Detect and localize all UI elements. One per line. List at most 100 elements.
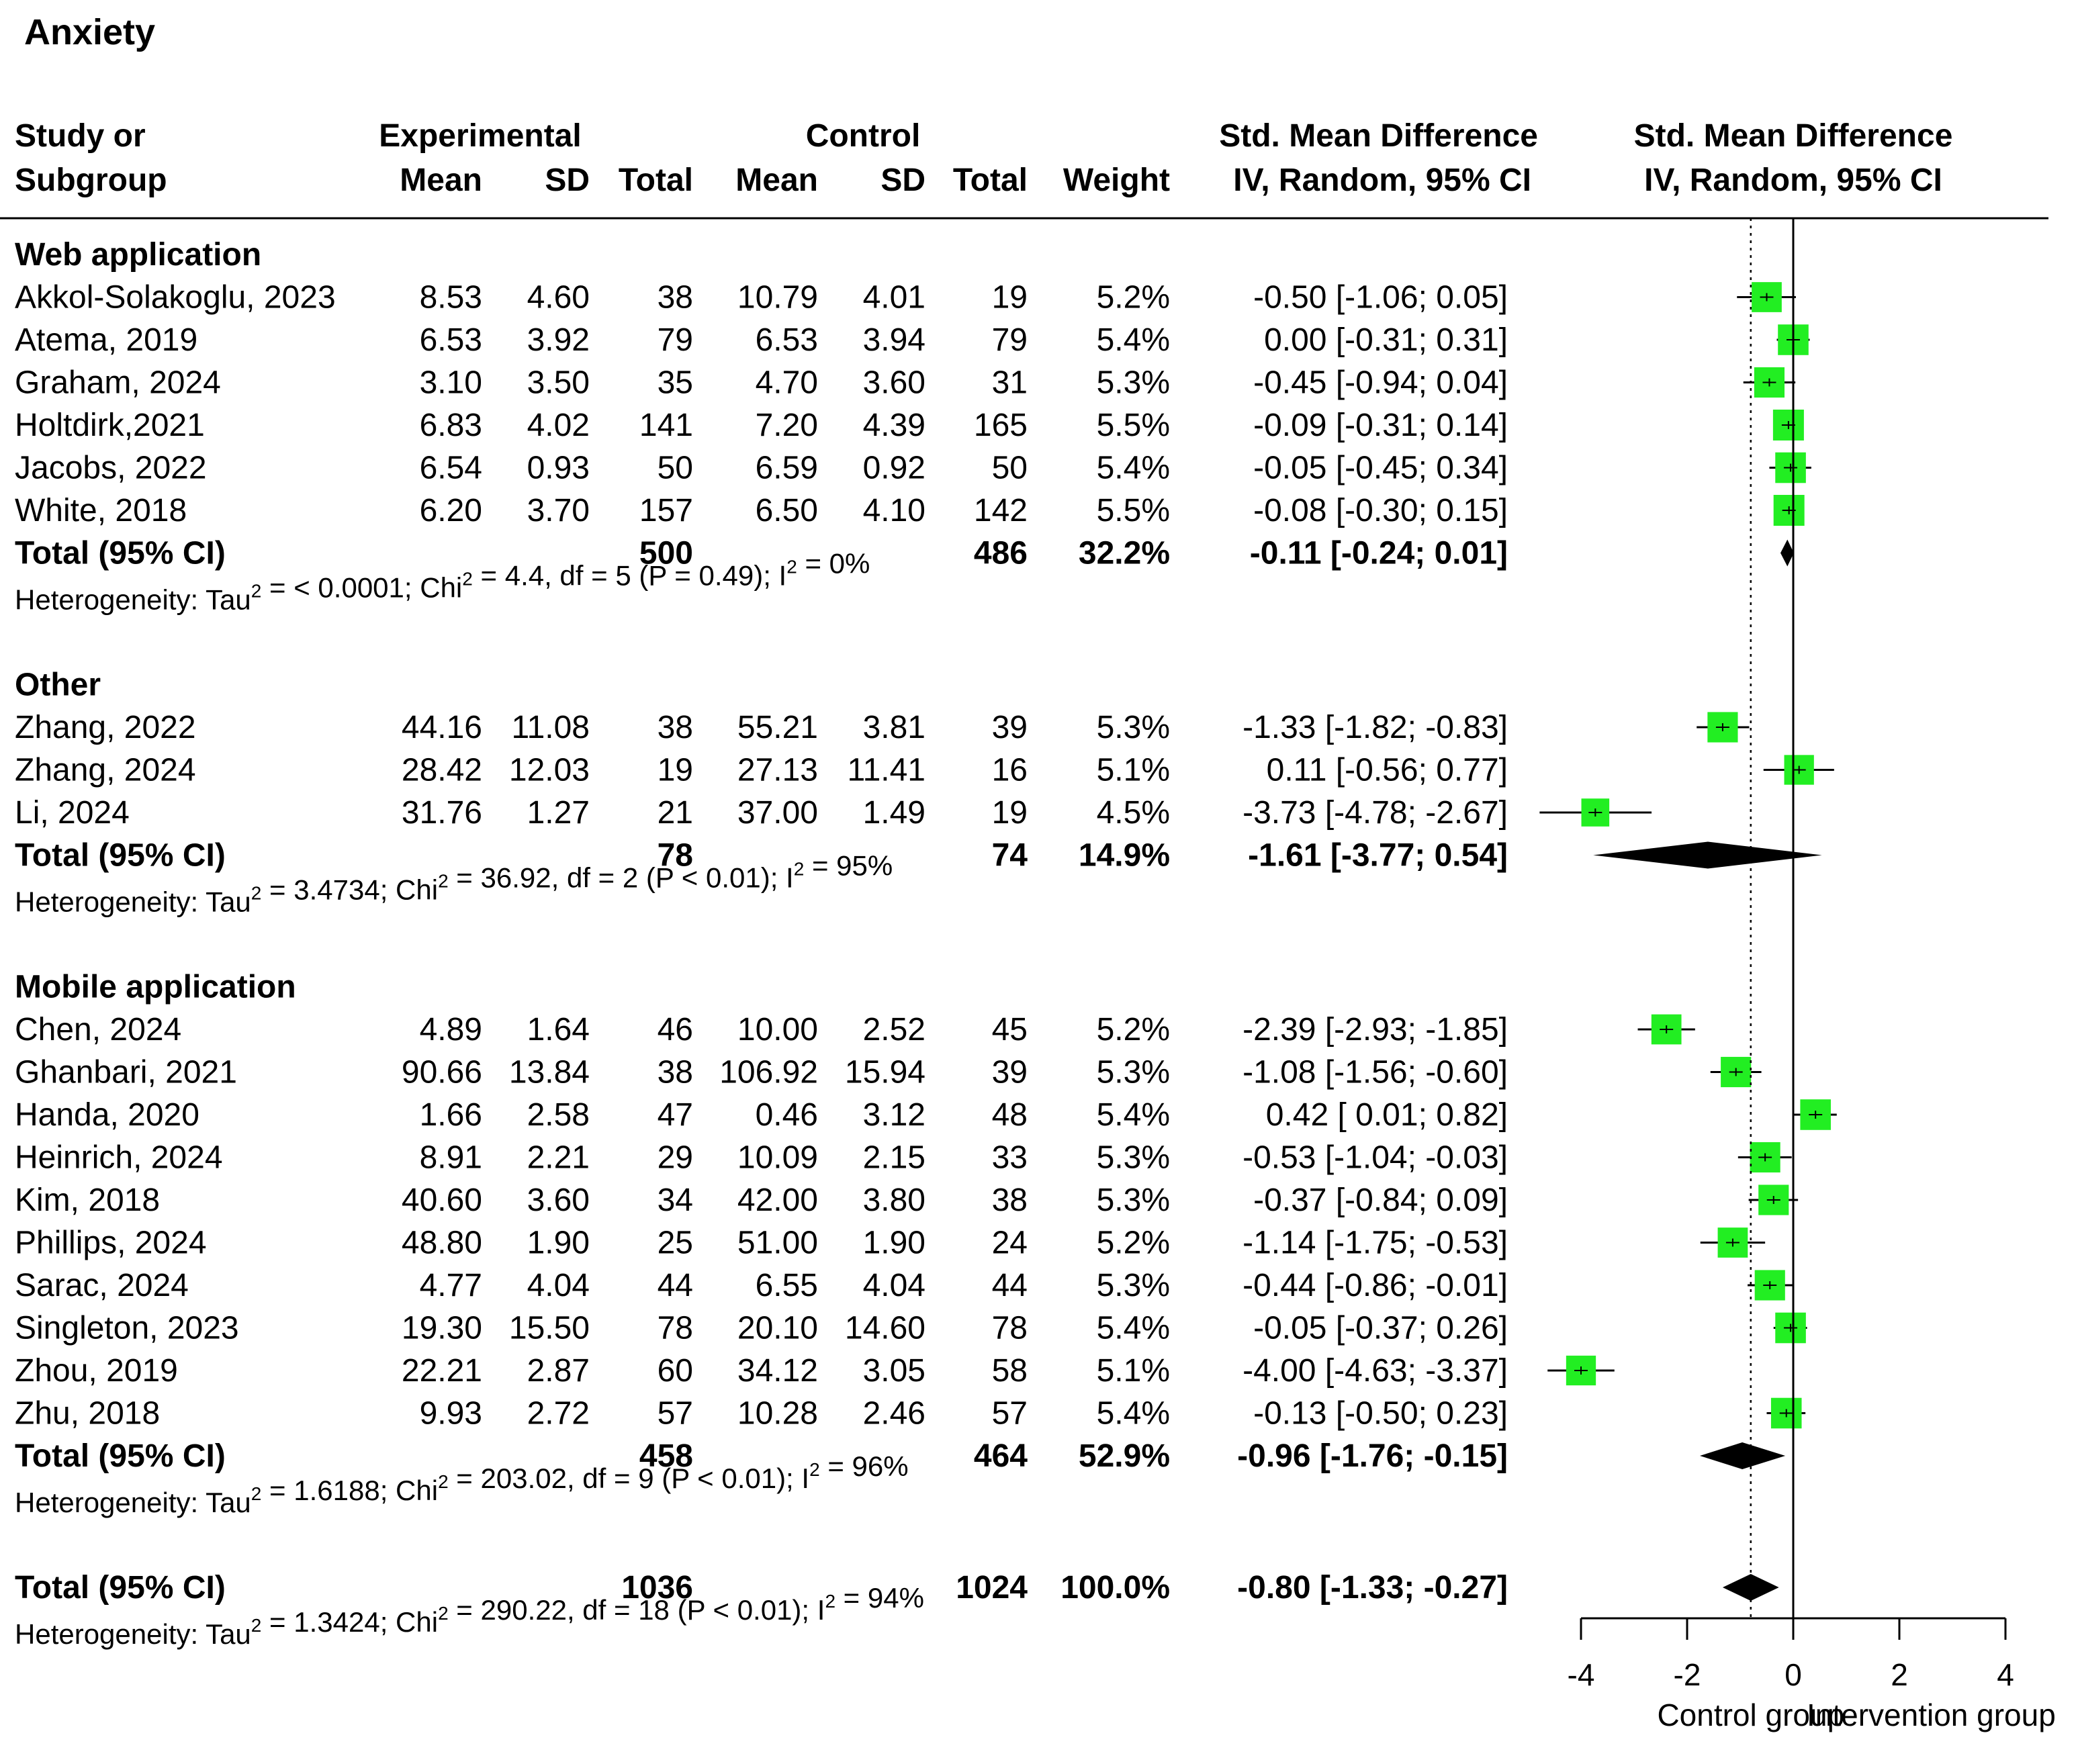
superscript-2: 2: [251, 581, 262, 602]
smd-ci: 0.11 [-0.56; 0.77]: [1267, 753, 1508, 788]
ctl-total: 39: [992, 1055, 1028, 1090]
ctl-sd: 3.81: [863, 710, 925, 745]
exp-total: 157: [639, 493, 693, 528]
subgroup-weight: 52.9%: [1079, 1438, 1170, 1474]
plot-title: Anxiety: [24, 12, 155, 52]
overall-smd-ci: -0.80 [-1.33; -0.27]: [1237, 1570, 1508, 1606]
superscript-2: 2: [786, 557, 797, 577]
exp-mean: 44.16: [402, 710, 482, 745]
superscript-2: 2: [251, 1483, 262, 1504]
exp-mean: 1.66: [420, 1097, 482, 1133]
header-ctl-total: Total: [953, 163, 1028, 198]
weight: 5.4%: [1097, 1396, 1170, 1432]
subgroup-diamond: [1780, 539, 1794, 567]
heterogeneity-part: Heterogeneity: Tau: [15, 584, 251, 616]
exp-total: 50: [658, 451, 693, 486]
ctl-mean: 6.53: [756, 322, 818, 358]
study-name: Ghanbari, 2021: [15, 1055, 237, 1090]
subgroup-ctl-total: 486: [974, 536, 1028, 571]
subgroup-total-label: Total (95% CI): [15, 536, 226, 571]
header-study-line2: Subgroup: [15, 163, 167, 198]
smd-ci: -4.00 [-4.63; -3.37]: [1243, 1353, 1508, 1389]
smd-ci: -0.13 [-0.50; 0.23]: [1253, 1396, 1508, 1432]
exp-mean: 48.80: [402, 1225, 482, 1261]
smd-ci: -1.08 [-1.56; -0.60]: [1243, 1055, 1508, 1090]
weight: 5.4%: [1097, 1311, 1170, 1346]
exp-sd: 13.84: [509, 1055, 590, 1090]
ctl-total: 48: [992, 1097, 1028, 1133]
header-smd-text-line2: IV, Random, 95% CI: [1233, 163, 1531, 198]
weight: 5.3%: [1097, 365, 1170, 401]
ctl-total: 19: [992, 795, 1028, 831]
ctl-mean: 42.00: [737, 1182, 818, 1218]
ctl-mean: 27.13: [737, 753, 818, 788]
exp-mean: 9.93: [420, 1396, 482, 1432]
ctl-sd: 14.60: [845, 1311, 925, 1346]
exp-total: 44: [658, 1268, 693, 1303]
subgroup-exp-total: 500: [639, 536, 693, 571]
ctl-mean: 51.00: [737, 1225, 818, 1261]
weight: 5.4%: [1097, 322, 1170, 358]
weight: 5.3%: [1097, 1140, 1170, 1176]
header-weight: Weight: [1063, 163, 1170, 198]
exp-sd: 11.08: [511, 710, 590, 745]
ctl-sd: 1.49: [863, 795, 925, 831]
exp-total: 19: [658, 753, 693, 788]
subgroup-weight: 14.9%: [1079, 838, 1170, 874]
subgroup-smd-ci: -0.96 [-1.76; -0.15]: [1237, 1438, 1508, 1474]
weight: 5.5%: [1097, 408, 1170, 443]
exp-sd: 1.90: [527, 1225, 590, 1261]
exp-total: 38: [658, 280, 693, 316]
exp-total: 29: [658, 1140, 693, 1176]
ctl-total: 24: [992, 1225, 1028, 1261]
ctl-sd: 4.39: [863, 408, 925, 443]
overall-weight: 100.0%: [1060, 1570, 1170, 1606]
study-name: Holtdirk,2021: [15, 408, 205, 443]
heterogeneity-line: Heterogeneity: Tau2 = < 0.0001; Chi2 = 4…: [15, 548, 870, 616]
exp-mean: 22.21: [402, 1353, 482, 1389]
x-tick-label: 2: [1891, 1657, 1908, 1692]
ctl-sd: 4.10: [863, 493, 925, 528]
heterogeneity-part: Heterogeneity: Tau: [15, 1487, 251, 1518]
exp-mean: 6.83: [420, 408, 482, 443]
ctl-total: 44: [992, 1268, 1028, 1303]
smd-ci: -2.39 [-2.93; -1.85]: [1243, 1012, 1508, 1048]
exp-total: 21: [658, 795, 693, 831]
heterogeneity-part: = 94%: [835, 1582, 924, 1614]
ctl-total: 16: [992, 753, 1028, 788]
overall-ctl-total: 1024: [956, 1570, 1028, 1606]
exp-total: 60: [658, 1353, 693, 1389]
header-exp-mean: Mean: [400, 163, 482, 198]
exp-sd: 2.87: [527, 1353, 590, 1389]
x-tick-label: 0: [1785, 1657, 1802, 1692]
subgroup-diamond: [1699, 1442, 1786, 1469]
study-name: Jacobs, 2022: [15, 451, 207, 486]
study-name: Li, 2024: [15, 795, 130, 831]
study-name: Phillips, 2024: [15, 1225, 207, 1261]
exp-total: 57: [658, 1396, 693, 1432]
x-tick-label: -4: [1568, 1657, 1595, 1692]
subgroup-label: Mobile application: [15, 970, 296, 1005]
weight: 4.5%: [1097, 795, 1170, 831]
heterogeneity-part: Heterogeneity: Tau: [15, 886, 251, 918]
exp-mean: 3.10: [420, 365, 482, 401]
weight: 5.1%: [1097, 1353, 1170, 1389]
x-tick-label: 4: [1997, 1657, 2014, 1692]
exp-mean: 40.60: [402, 1182, 482, 1218]
subgroup-weight: 32.2%: [1079, 536, 1170, 571]
superscript-2: 2: [794, 859, 805, 880]
weight: 5.2%: [1097, 1012, 1170, 1048]
exp-sd: 2.21: [527, 1140, 590, 1176]
ctl-mean: 4.70: [756, 365, 818, 401]
x-tick-label: -2: [1674, 1657, 1701, 1692]
subgroup-label: Other: [15, 667, 101, 703]
overall-exp-total: 1036: [621, 1570, 693, 1606]
ctl-sd: 3.60: [863, 365, 925, 401]
heterogeneity-part: = 1.3424; Chi: [261, 1606, 438, 1638]
exp-mean: 6.53: [420, 322, 482, 358]
exp-total: 46: [658, 1012, 693, 1048]
subgroup-exp-total: 458: [639, 1438, 693, 1474]
superscript-2: 2: [251, 1615, 262, 1636]
ctl-sd: 1.90: [863, 1225, 925, 1261]
overall-total-label: Total (95% CI): [15, 1570, 226, 1606]
